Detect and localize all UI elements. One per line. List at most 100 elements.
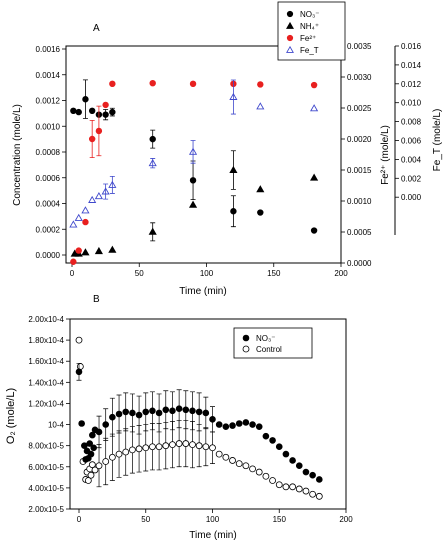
panel-b-data-point xyxy=(175,405,183,413)
panel-b-x-tick-label: 150 xyxy=(273,515,287,524)
panel-b-legend-box xyxy=(233,327,313,359)
panel-b-data-point xyxy=(129,409,136,417)
panel-a-y-tick-label: 0.0008 xyxy=(36,148,61,157)
panel-b-data-point xyxy=(128,446,136,454)
panel-b-data-point xyxy=(87,471,95,479)
panel-a-chart: A 0 50 100 150 200 0.00000.00020.00040.00060… xyxy=(12,1,443,297)
panel-b-data-point xyxy=(102,458,110,465)
panel-a-data-point xyxy=(149,135,156,143)
panel-b-y-tick-label: 1.80x10-4 xyxy=(28,336,64,345)
panel-a-y3-tick-label: 0.006 xyxy=(401,137,422,146)
panel-b-data-point xyxy=(289,483,297,491)
panel-a-y3-tick-label: 0.004 xyxy=(401,155,422,164)
panel-b-data-point xyxy=(149,443,156,451)
panel-b-data-point xyxy=(275,443,283,451)
panel-a-error-bar xyxy=(190,140,196,164)
panel-b-legend-items: NO₃⁻ Control xyxy=(242,334,282,354)
panel-b-data-point xyxy=(75,368,83,376)
panel-a-data-point xyxy=(81,206,90,214)
panel-b-legend-marker xyxy=(242,334,250,342)
panel-b-data-point xyxy=(309,471,316,479)
panel-a-data-point xyxy=(148,158,157,167)
panel-a-data-point xyxy=(108,245,117,253)
panel-b-data-point xyxy=(142,408,150,416)
panel-b-data-point xyxy=(309,490,317,498)
panel-b-data-point xyxy=(282,483,290,491)
panel-a-legend-marker xyxy=(286,21,294,29)
panel-a-error-bar xyxy=(109,176,115,194)
panel-b-y-tick-label: 8.00x10-5 xyxy=(28,442,64,451)
panel-a-x-tick-label: 50 xyxy=(135,269,144,278)
panel-a-data-point xyxy=(75,108,82,116)
panel-a-data-point xyxy=(88,195,97,203)
panel-a-data-point xyxy=(149,79,156,87)
panel-b-data-point xyxy=(229,422,236,429)
panel-a-data-point xyxy=(310,227,318,234)
panel-a-series-3 xyxy=(69,79,319,228)
panel-a-data-point xyxy=(81,248,90,256)
panel-a-data-point xyxy=(70,258,77,265)
panel-a-x-ticks: 0 50 100 150 200 xyxy=(70,263,348,278)
panel-a-data-point xyxy=(82,96,89,103)
panel-a-y-tick-label: 0.0016 xyxy=(36,45,61,54)
panel-a-data-point xyxy=(75,247,82,254)
panel-a-y-tick-label: 0.0012 xyxy=(36,97,61,106)
panel-a-y2-tick-label: 0.0005 xyxy=(347,228,372,237)
panel-b-data-point xyxy=(295,485,303,493)
panel-a-series-1 xyxy=(70,150,319,257)
panel-a-y3-tick-label: 0.000 xyxy=(401,193,422,202)
panel-b-series-0 xyxy=(75,362,323,483)
panel-b-data-point xyxy=(169,441,176,449)
panel-a-data-marks xyxy=(69,79,319,265)
panel-b-data-point xyxy=(108,453,116,461)
panel-a-data-point xyxy=(102,101,109,109)
panel-b-y-tick-label: 1.40x10-4 xyxy=(28,378,64,387)
panel-b-data-point xyxy=(195,408,203,416)
panel-a-data-point xyxy=(109,80,116,88)
panel-b-data-point xyxy=(89,431,96,439)
panel-a-plot-frame xyxy=(65,45,342,264)
panel-a-data-point xyxy=(74,213,83,221)
panel-a-data-point xyxy=(257,81,264,88)
panel-b-data-point xyxy=(302,468,310,476)
panel-a-y2-ticks: 0.0000 0.0005 0.0010 0.0015 0.0020 0.0025 0.00… xyxy=(341,42,372,268)
panel-b-data-point xyxy=(242,419,250,426)
panel-b-data-point xyxy=(169,407,176,415)
panel-b-data-point xyxy=(249,465,256,473)
panel-a-y3-tick-label: 0.008 xyxy=(401,118,422,127)
panel-a-data-point xyxy=(256,102,265,110)
panel-b-data-point xyxy=(155,443,163,451)
panel-a-y3-tick-label: 0.010 xyxy=(401,99,422,108)
panel-b-data-point xyxy=(95,462,103,470)
panel-b-x-ticks: 0 50 100 150 200 xyxy=(77,509,353,524)
panel-b-chart: B 0 50 100 150 200 2.00x10-5 4.00x10-5 6.00x10… xyxy=(5,294,353,541)
panel-b-data-point xyxy=(91,466,99,474)
panel-a-y3-axis-label: Fe_T (mole/L) xyxy=(432,109,443,172)
panel-a-y3-tick-label: 0.016 xyxy=(401,42,422,51)
panel-b-data-point xyxy=(142,444,150,452)
panel-a-y-axis-label: Concentration (mole/L) xyxy=(12,104,23,206)
panel-b-data-point xyxy=(209,444,216,452)
panel-a-legend-marker xyxy=(286,34,294,42)
panel-b-data-point xyxy=(215,421,223,428)
panel-b-data-point xyxy=(102,421,109,428)
panel-a-error-bar xyxy=(230,79,236,115)
panel-a-y2-tick-label: 0.0020 xyxy=(347,135,372,144)
panel-a-data-point xyxy=(108,180,117,188)
panel-b-y-tick-label: 1.20x10-4 xyxy=(28,399,64,408)
panel-a-data-point xyxy=(229,165,238,173)
panel-a-data-point xyxy=(94,246,103,255)
panel-b-data-point xyxy=(269,477,276,484)
panel-b-data-point xyxy=(84,477,92,484)
panel-b-data-point xyxy=(95,428,103,436)
panel-a-x-tick-label: 150 xyxy=(267,269,281,278)
panel-b-legend: NO₃⁻ Control xyxy=(233,327,313,359)
panel-a-legend-label: NH₄⁺ xyxy=(300,22,319,31)
panel-b-data-point xyxy=(122,408,130,416)
panel-a-y2-tick-label: 0.0030 xyxy=(347,73,372,82)
panel-a-data-point xyxy=(70,107,77,115)
panel-a-data-point xyxy=(101,187,110,195)
panel-a-data-point xyxy=(257,209,264,216)
panel-b-data-point xyxy=(155,409,163,417)
panel-a-data-point xyxy=(189,177,197,184)
